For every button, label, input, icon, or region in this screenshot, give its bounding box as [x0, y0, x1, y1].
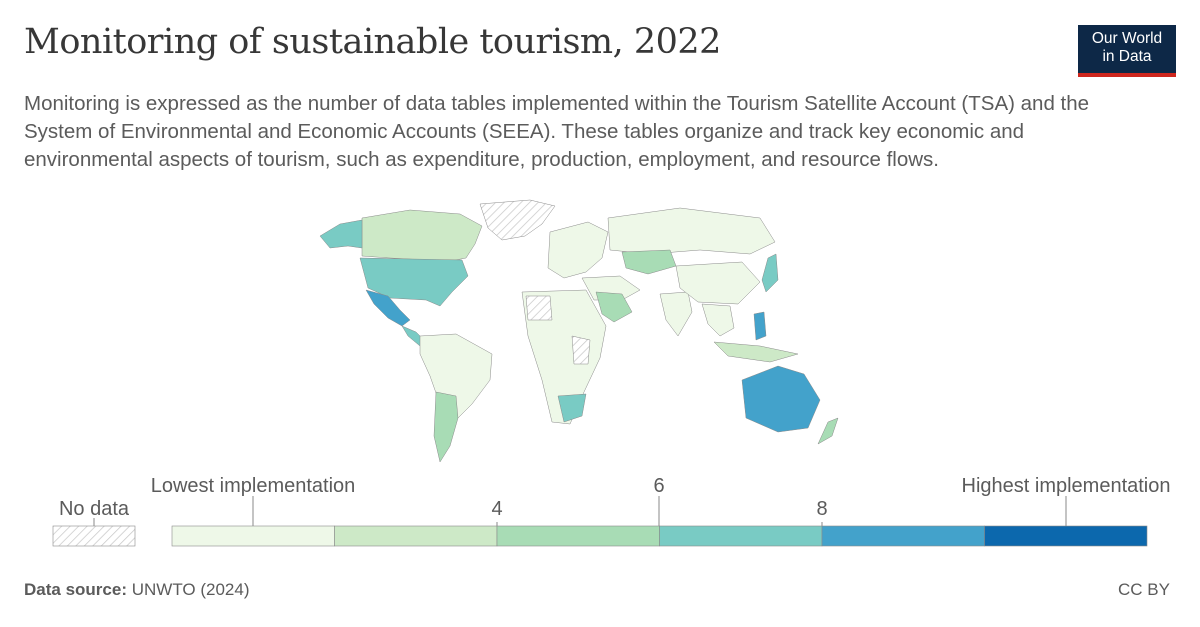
- world-map[interactable]: [230, 196, 950, 466]
- region-argentina[interactable]: [433, 391, 459, 463]
- region-japan[interactable]: [761, 253, 779, 293]
- region-alaska[interactable]: [319, 219, 363, 249]
- legend-bin-1[interactable]: [171, 525, 335, 547]
- region-africa-no-data-2[interactable]: [571, 335, 591, 365]
- region-china[interactable]: [675, 261, 761, 305]
- legend-bin-3[interactable]: [496, 525, 660, 547]
- region-southeast-asia[interactable]: [701, 303, 735, 337]
- logo-line-2: in Data: [1102, 48, 1152, 65]
- region-kazakhstan[interactable]: [621, 249, 677, 275]
- region-canada[interactable]: [361, 209, 483, 263]
- chart-subtitle: Monitoring is expressed as the number of…: [24, 92, 1090, 171]
- region-greenland[interactable]: [479, 199, 556, 241]
- legend-bins: [171, 525, 1148, 547]
- region-mexico[interactable]: [365, 289, 411, 327]
- region-australia[interactable]: [741, 365, 821, 433]
- region-united-states[interactable]: [359, 257, 469, 307]
- legend-high-label: Highest implementation: [962, 475, 1171, 497]
- legend-tick-4: 4: [491, 498, 502, 520]
- license-link[interactable]: CC BY: [1118, 580, 1170, 599]
- chart-title: Monitoring of sustainable tourism, 2022: [24, 22, 721, 62]
- source-value[interactable]: UNWTO (2024): [131, 580, 250, 599]
- legend-no-data-label: No data: [59, 498, 130, 520]
- region-russia[interactable]: [607, 207, 776, 255]
- footer-source: Data source: UNWTO (2024): [24, 580, 249, 600]
- legend-bin-5[interactable]: [821, 525, 985, 547]
- source-label: Data source:: [24, 580, 127, 599]
- region-africa-no-data-1[interactable]: [525, 295, 553, 321]
- region-philippines[interactable]: [753, 311, 767, 341]
- region-new-zealand[interactable]: [817, 417, 839, 445]
- region-india[interactable]: [659, 291, 693, 337]
- region-europe[interactable]: [547, 221, 609, 279]
- region-saudi-arabia[interactable]: [595, 291, 633, 323]
- owid-logo[interactable]: Our World in Data: [1078, 25, 1176, 77]
- region-south-africa[interactable]: [557, 393, 587, 423]
- legend-no-data-swatch: [52, 525, 136, 547]
- legend-bin-4[interactable]: [659, 525, 823, 547]
- legend: No data Lowest implementation 4 6 8 High…: [52, 475, 1171, 547]
- region-indonesia[interactable]: [713, 341, 799, 363]
- legend-low-label: Lowest implementation: [151, 475, 356, 497]
- legend-bin-2[interactable]: [334, 525, 498, 547]
- legend-tick-6: 6: [653, 475, 664, 497]
- legend-bin-6[interactable]: [984, 525, 1148, 547]
- logo-line-1: Our World: [1091, 30, 1163, 47]
- legend-tick-8: 8: [816, 498, 827, 520]
